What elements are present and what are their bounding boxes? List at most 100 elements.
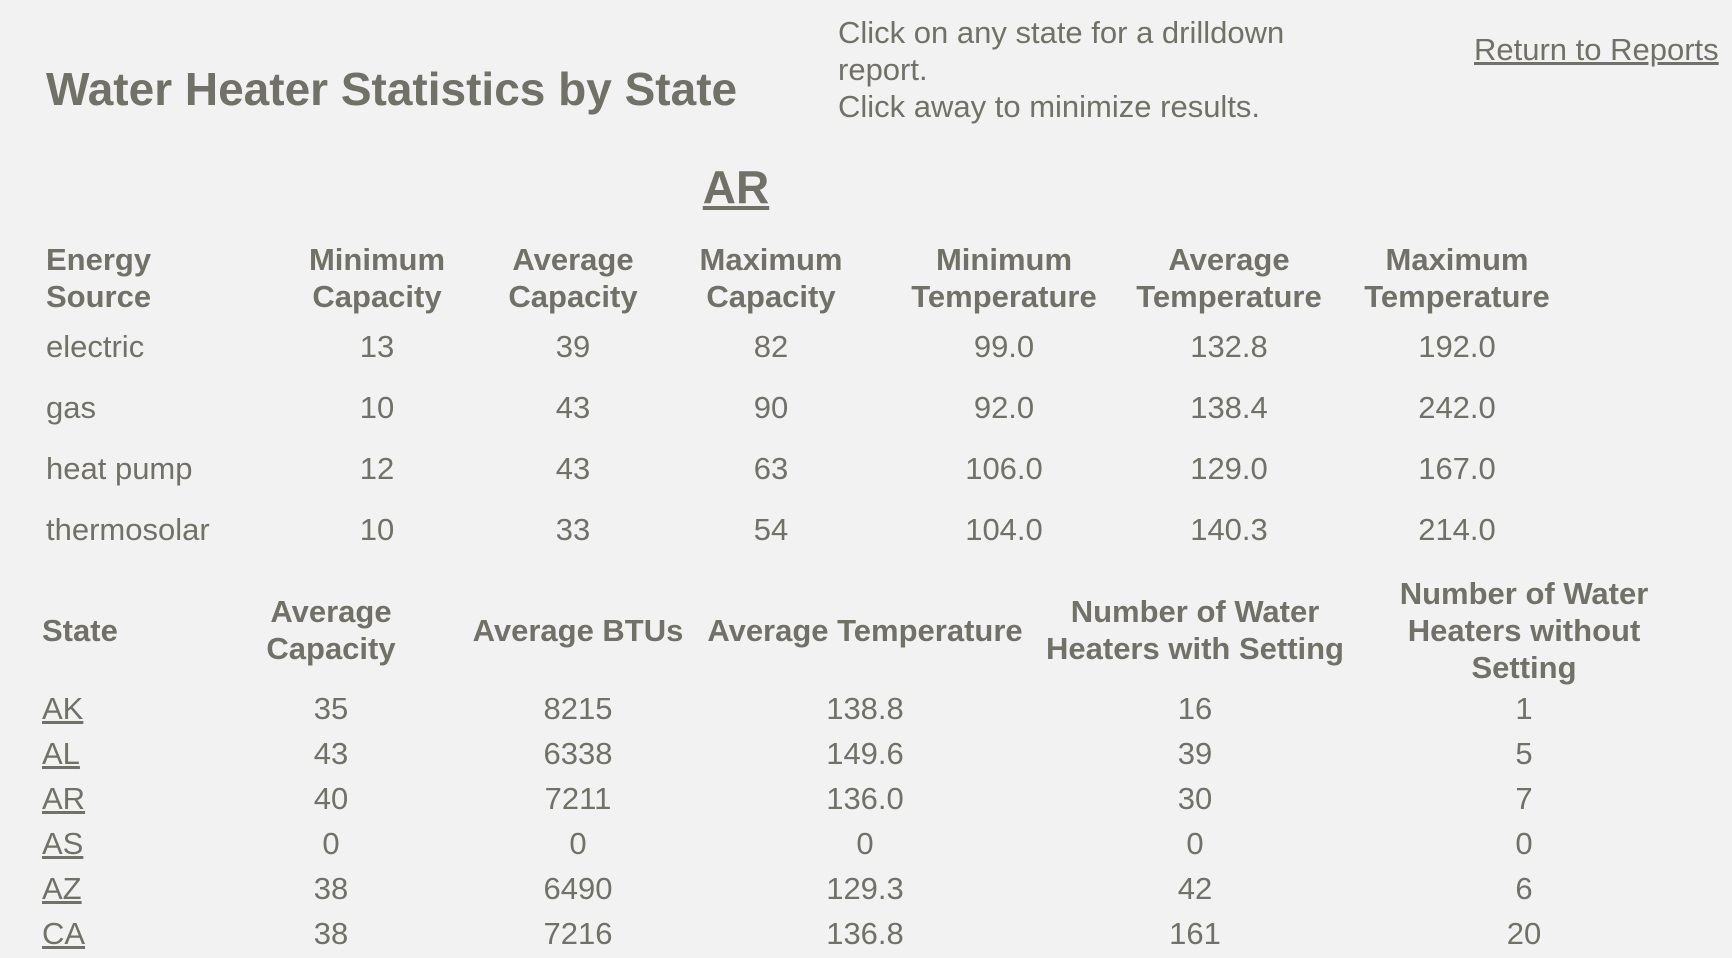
column-header: Minimum Capacity: [308, 242, 446, 314]
column-header: Number of Water Heaters with Setting: [1046, 594, 1344, 666]
table-cell: 149.6: [826, 735, 904, 771]
table-cell: 16: [1177, 690, 1213, 726]
table-cell: 136.8: [826, 915, 904, 951]
table-row: thermosolar 10 33 54 104.0 140.3 214.0: [46, 499, 1576, 560]
column-header: Average Capacity: [508, 242, 638, 314]
table-row: CA 38 7216 136.8 161 20: [42, 911, 1688, 956]
column-header: Average BTUs: [472, 612, 684, 648]
state-link-ca[interactable]: CA: [42, 915, 86, 951]
state-link-az[interactable]: AZ: [42, 870, 82, 906]
table-cell: 54: [753, 511, 789, 547]
table-cell: 6: [1515, 870, 1533, 906]
instruction-line: Click away to minimize results.: [838, 89, 1261, 124]
table-cell: 7216: [543, 915, 613, 951]
column-header: Minimum Temperature: [911, 242, 1097, 314]
column-header: Average Temperature: [707, 612, 1023, 648]
table-row: AZ 38 6490 129.3 42 6: [42, 866, 1688, 911]
table-cell: 0: [1515, 825, 1533, 861]
table-row: heat pump 12 43 63 106.0 129.0 167.0: [46, 438, 1576, 499]
state-cell: AR: [42, 776, 206, 821]
state-cell: AS: [42, 821, 206, 866]
table-row: AK 35 8215 138.8 16 1: [42, 686, 1688, 731]
table-cell: 33: [555, 511, 591, 547]
table-row: gas 10 43 90 92.0 138.4 242.0: [46, 377, 1576, 438]
table-cell: 38: [313, 915, 349, 951]
column-header: Average Temperature: [1136, 242, 1322, 314]
table-cell: 0: [322, 825, 340, 861]
column-header: Average Capacity: [266, 594, 396, 666]
table-cell: 192.0: [1418, 328, 1496, 364]
state-cell: AK: [42, 686, 206, 731]
table-cell: 140.3: [1190, 511, 1268, 547]
table-cell: 99.0: [973, 328, 1035, 364]
state-link-ak[interactable]: AK: [42, 690, 84, 726]
return-to-reports-link[interactable]: Return to Reports: [1474, 32, 1719, 67]
table-row: electric 13 39 82 99.0 132.8 192.0: [46, 316, 1576, 377]
table-cell: 43: [555, 389, 591, 425]
table-cell: 13: [359, 328, 395, 364]
table-row: AR 40 7211 136.0 30 7: [42, 776, 1688, 821]
table-cell: 132.8: [1190, 328, 1268, 364]
table-cell: 82: [753, 328, 789, 364]
table-cell: 0: [569, 825, 587, 861]
table-cell: 138.4: [1190, 389, 1268, 425]
table-cell: 12: [359, 450, 395, 486]
table-row: AS 0 0 0 0 0: [42, 821, 1688, 866]
table-cell: 242.0: [1418, 389, 1496, 425]
column-header: State: [42, 612, 118, 648]
table-cell: 39: [555, 328, 591, 364]
selected-state-heading[interactable]: AR: [702, 161, 770, 213]
table-cell: 6490: [543, 870, 613, 906]
table-cell: 167.0: [1418, 450, 1496, 486]
table-cell: 10: [359, 511, 395, 547]
table-cell: 8215: [543, 690, 613, 726]
table-row: AL 43 6338 149.6 39 5: [42, 731, 1688, 776]
table-cell: 7: [1515, 780, 1533, 816]
table-cell: 43: [555, 450, 591, 486]
state-link-as[interactable]: AS: [42, 825, 84, 861]
drilldown-table: Energy Source Minimum Capacity Average C…: [46, 240, 1576, 560]
energy-source-cell: thermosolar: [46, 511, 210, 547]
energy-source-cell: electric: [46, 328, 145, 364]
state-link-ar[interactable]: AR: [42, 780, 86, 816]
table-cell: 1: [1515, 690, 1533, 726]
table-cell: 136.0: [826, 780, 904, 816]
state-cell: AZ: [42, 866, 206, 911]
table-cell: 129.0: [1190, 450, 1268, 486]
column-header: Energy Source: [46, 242, 152, 314]
instructions-text: Click on any state for a drilldown repor…: [838, 14, 1358, 125]
table-cell: 7211: [544, 780, 612, 816]
state-link-al[interactable]: AL: [42, 735, 80, 771]
table-cell: 63: [753, 450, 789, 486]
table-cell: 90: [753, 389, 789, 425]
table-cell: 92.0: [973, 389, 1035, 425]
column-header: Maximum Temperature: [1364, 242, 1550, 314]
state-cell: AL: [42, 731, 206, 776]
instruction-line: Click on any state for a drilldown repor…: [838, 15, 1285, 87]
page-title: Water Heater Statistics by State: [46, 63, 738, 115]
table-cell: 10: [359, 389, 395, 425]
table-cell: 39: [1177, 735, 1213, 771]
table-cell: 40: [313, 780, 349, 816]
table-cell: 5: [1515, 735, 1533, 771]
table-cell: 129.3: [826, 870, 904, 906]
table-cell: 0: [856, 825, 874, 861]
table-header-row: State Average Capacity Average BTUs Aver…: [42, 574, 1688, 686]
table-cell: 38: [313, 870, 349, 906]
column-header: Number of Water Heaters without Setting: [1399, 575, 1649, 685]
column-header: Maximum Capacity: [699, 242, 843, 314]
table-cell: 138.8: [826, 690, 904, 726]
table-cell: 214.0: [1418, 511, 1496, 547]
state-cell: CA: [42, 911, 206, 956]
table-cell: 104.0: [965, 511, 1043, 547]
table-cell: 35: [313, 690, 349, 726]
table-cell: 161: [1169, 915, 1221, 951]
table-cell: 6338: [543, 735, 613, 771]
table-cell: 43: [313, 735, 349, 771]
table-header-row: Energy Source Minimum Capacity Average C…: [46, 240, 1576, 316]
energy-source-cell: heat pump: [46, 450, 193, 486]
energy-source-cell: gas: [46, 389, 96, 425]
table-cell: 20: [1506, 915, 1542, 951]
table-cell: 30: [1177, 780, 1213, 816]
state-statistics-table: State Average Capacity Average BTUs Aver…: [42, 574, 1688, 956]
